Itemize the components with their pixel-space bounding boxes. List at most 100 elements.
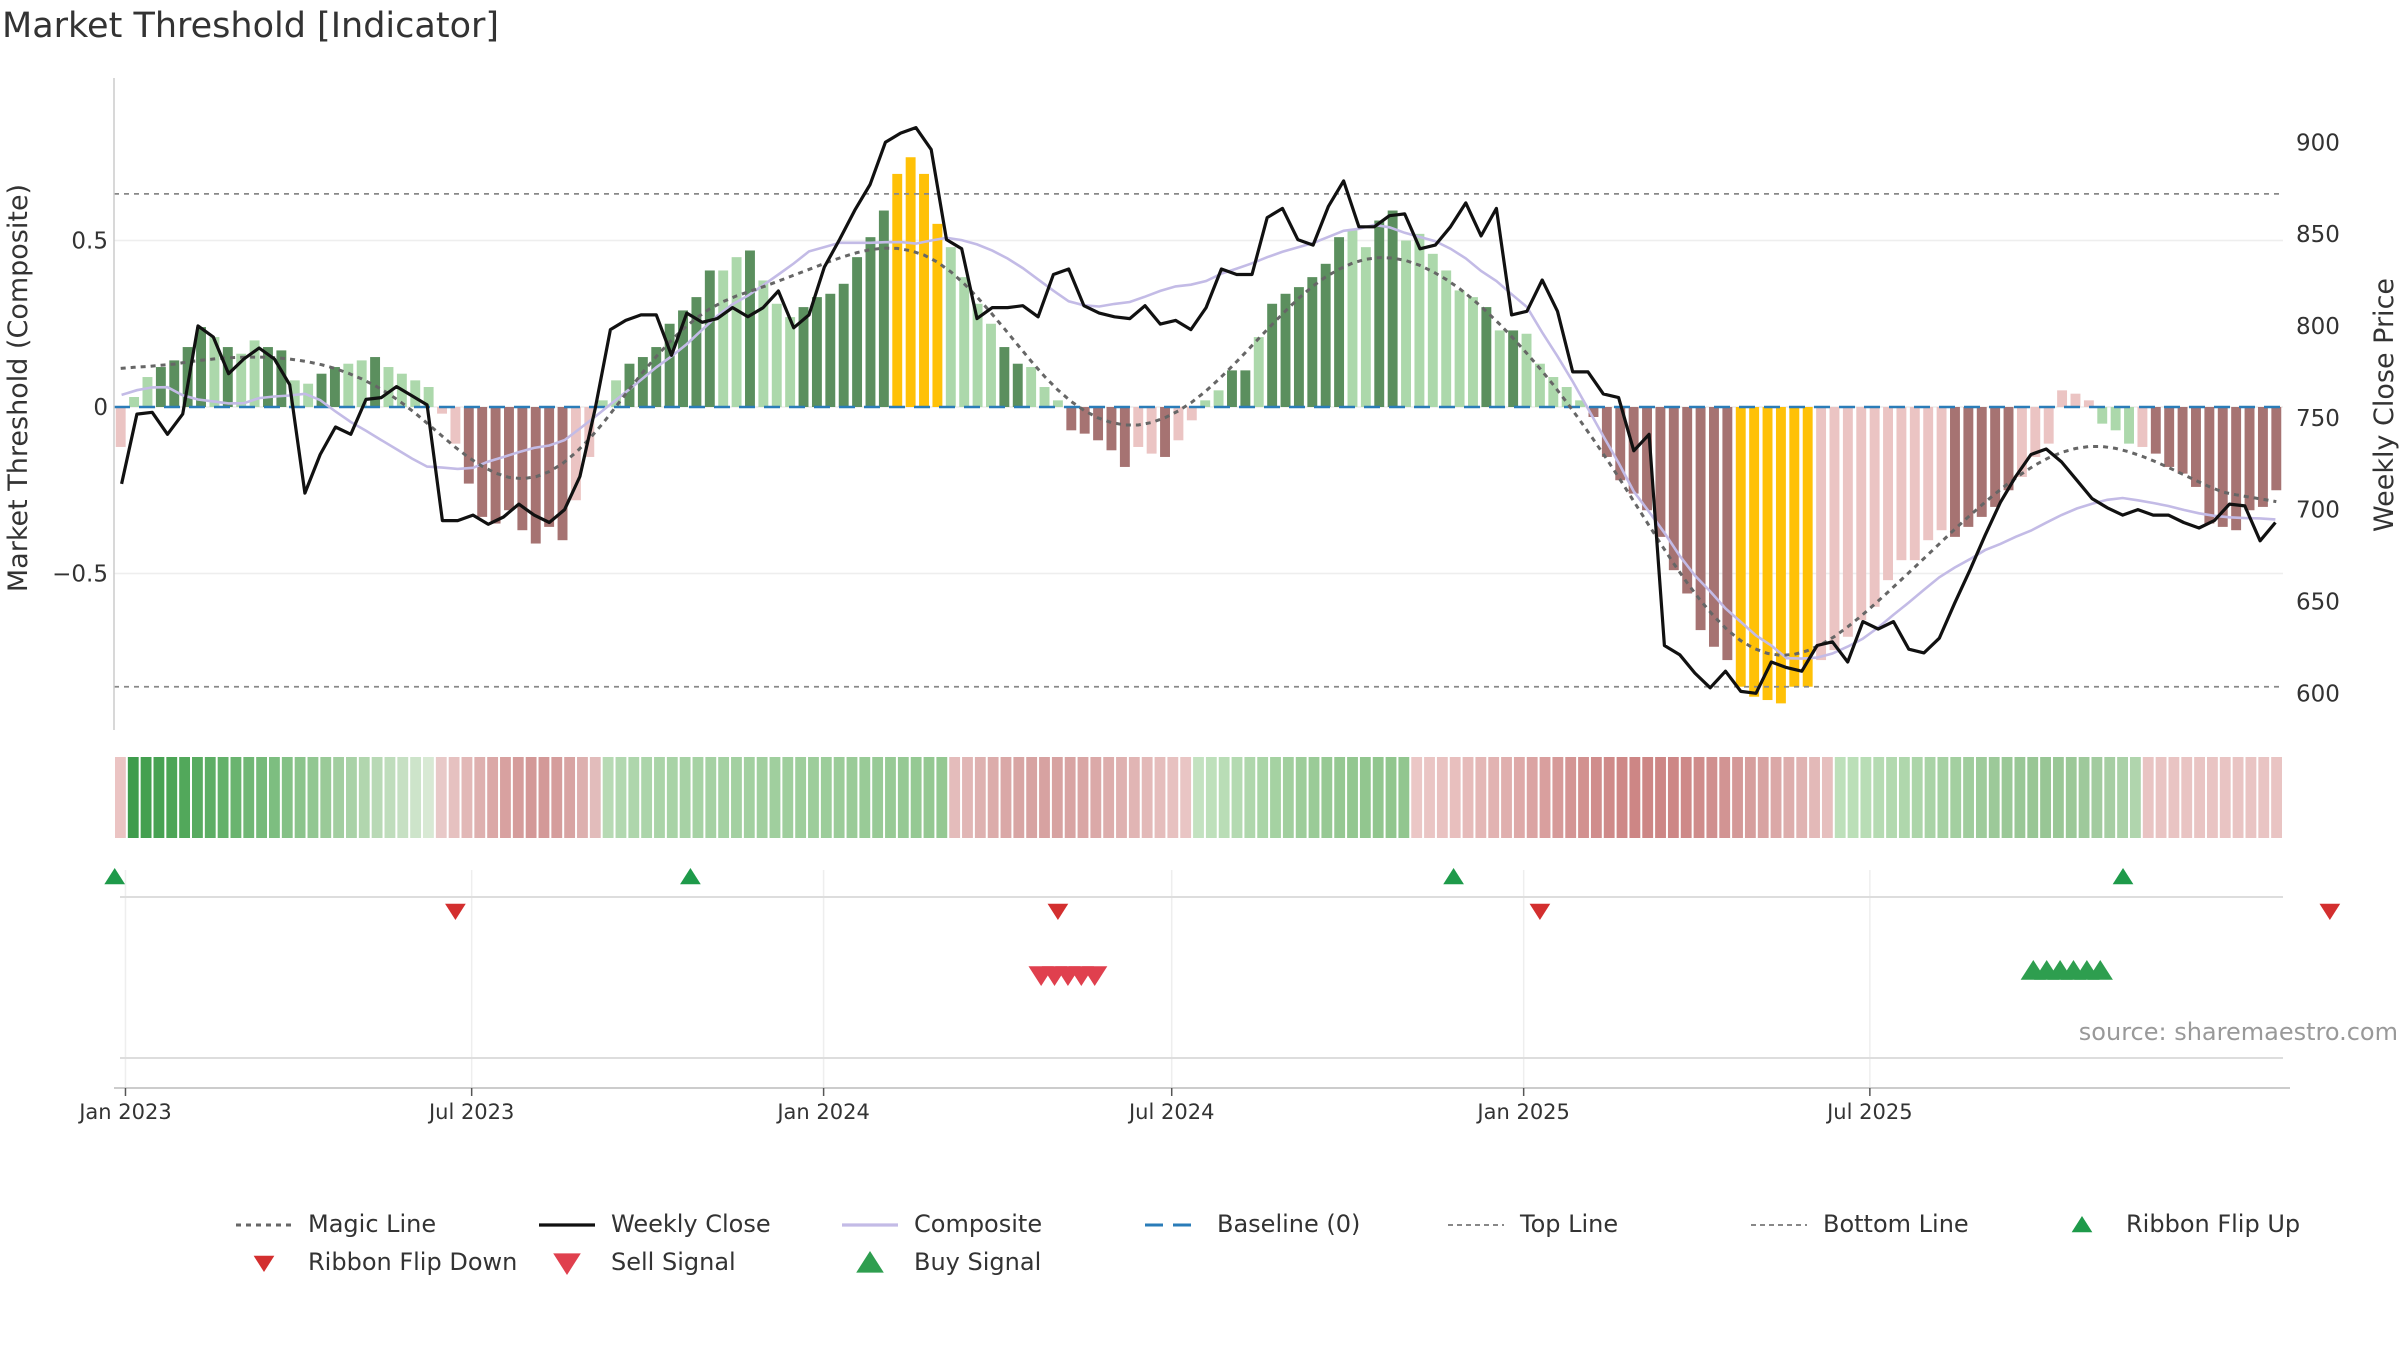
composite-bar — [1789, 407, 1800, 687]
ribbon-segment — [1578, 757, 1589, 838]
composite-bar — [343, 363, 354, 407]
legend-label: Top Line — [1520, 1210, 1619, 1238]
ribbon-segment — [1821, 757, 1833, 838]
ribbon-segment — [204, 757, 216, 838]
composite-bar — [2030, 407, 2041, 457]
composite-bar — [1481, 307, 1492, 407]
ribbon-segment — [115, 757, 126, 838]
ribbon-segment — [718, 757, 730, 838]
composite-bar — [1709, 407, 1719, 647]
composite-bar — [718, 270, 729, 407]
composite-bar — [129, 397, 140, 407]
composite-bar — [1387, 210, 1398, 407]
composite-bar — [1508, 330, 1519, 407]
composite-bar — [1749, 407, 1760, 697]
ribbon-segment — [1693, 757, 1705, 838]
ribbon-segment — [269, 757, 280, 838]
composite-bar — [731, 257, 742, 407]
legend-label: Ribbon Flip Up — [2126, 1210, 2301, 1238]
composite-bar — [1441, 270, 1452, 407]
ribbon-segment — [1770, 757, 1782, 838]
ribbon-segment — [987, 757, 999, 838]
ribbon-segment — [1231, 757, 1243, 838]
composite-bar — [1762, 407, 1773, 701]
composite-bar — [2191, 407, 2201, 487]
ribbon-segment — [1103, 757, 1115, 838]
ribbon-segment — [962, 757, 973, 838]
composite-bar — [2177, 407, 2188, 474]
ribbon-segment — [1680, 757, 1692, 838]
ribbon-segment — [1732, 757, 1743, 838]
composite-bar — [1066, 407, 1077, 431]
composite-bar — [1521, 333, 1532, 407]
ribbon-segment — [435, 757, 447, 838]
composite-bar — [316, 373, 327, 407]
composite-bar — [1468, 297, 1478, 407]
ribbon-segment — [833, 757, 845, 838]
composite-bar — [142, 377, 153, 407]
ribbon-segment — [897, 757, 909, 838]
composite-bar — [2070, 393, 2081, 407]
ribbon-segment — [705, 757, 717, 838]
composite-bar — [329, 367, 340, 407]
ribbon-segment — [2194, 757, 2205, 838]
composite-bar — [196, 327, 206, 407]
legend-label: Ribbon Flip Down — [308, 1248, 518, 1276]
ribbon-segment — [256, 757, 268, 838]
composite-bar — [2217, 407, 2228, 527]
ribbon-segment — [1526, 757, 1538, 838]
composite-bar — [1119, 407, 1130, 467]
ribbon-segment — [358, 757, 370, 838]
composite-bar — [919, 173, 929, 407]
composite-bar — [1802, 407, 1813, 687]
composite-bar — [878, 210, 889, 407]
ribbon-segment — [1950, 757, 1962, 838]
composite-bar — [1293, 287, 1304, 407]
x-tick-label: Jan 2023 — [77, 1100, 172, 1124]
composite-bar — [1869, 407, 1880, 607]
composite-bar — [2150, 407, 2161, 454]
ribbon-segment — [923, 757, 935, 838]
ribbon-segment — [628, 757, 640, 838]
composite-bar — [209, 337, 220, 407]
composite-bar — [611, 380, 622, 407]
sell-signal-marker — [1082, 966, 1108, 986]
ribbon-flip-down-marker — [1047, 903, 1069, 920]
ribbon-segment — [1873, 757, 1885, 838]
ribbon-segment — [1513, 757, 1525, 838]
composite-bar — [463, 407, 474, 484]
ribbon-segment — [512, 757, 524, 838]
ribbon-segment — [2206, 757, 2218, 838]
ribbon-segment — [2142, 757, 2154, 838]
composite-bar — [704, 270, 715, 407]
composite-bar — [1735, 407, 1746, 687]
ribbon-segment — [1603, 757, 1615, 838]
buy-signal-marker — [2087, 960, 2113, 980]
composite-bar — [1106, 407, 1117, 451]
composite-bar — [1186, 407, 1197, 421]
composite-bar — [771, 303, 782, 407]
legend-label: Magic Line — [308, 1210, 437, 1238]
composite-bar — [544, 407, 555, 527]
ribbon-segment — [410, 757, 422, 838]
line-series — [114, 126, 2283, 695]
ribbon-segment — [127, 757, 139, 838]
composite-bar — [1990, 407, 2001, 507]
ribbon-segment — [1552, 757, 1564, 838]
composite-bar — [2003, 407, 2014, 491]
legend-swatch — [553, 1253, 581, 1275]
ribbon-segment — [2104, 757, 2116, 838]
ribbon-segment — [1924, 757, 1936, 838]
ribbon-segment — [2168, 757, 2180, 838]
ribbon-strip — [115, 757, 2282, 838]
composite-bar — [1909, 407, 1920, 561]
composite-bar — [624, 363, 635, 407]
composite-bar — [276, 350, 287, 407]
ribbon-segment — [1205, 757, 1217, 838]
ribbon-segment — [1898, 757, 1910, 838]
ribbon-segment — [243, 757, 255, 838]
composite-bar — [865, 237, 876, 407]
ribbon-segment — [1116, 757, 1127, 838]
ribbon-segment — [1642, 757, 1654, 838]
composite-bar — [1816, 407, 1827, 661]
